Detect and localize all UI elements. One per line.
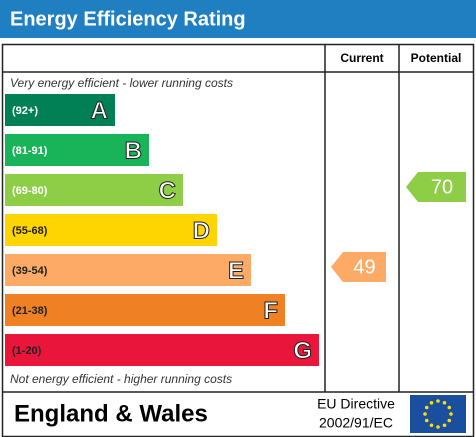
band-bar bbox=[5, 94, 115, 126]
region: England & Wales bbox=[14, 400, 208, 427]
star bbox=[429, 423, 434, 428]
bottom-note: Not energy efficient - higher running co… bbox=[10, 372, 232, 386]
directive: EU Directive bbox=[317, 396, 395, 412]
rating-value: 70 bbox=[431, 176, 453, 198]
title: Energy Efficiency Rating bbox=[10, 8, 246, 30]
band-bar bbox=[5, 334, 319, 366]
rating-value: 49 bbox=[353, 256, 375, 278]
band-range: (55-68) bbox=[12, 225, 48, 237]
star bbox=[424, 418, 429, 423]
star bbox=[424, 405, 429, 410]
band-letter: F bbox=[263, 297, 278, 324]
band-bar bbox=[5, 294, 285, 326]
star bbox=[447, 418, 452, 423]
top-note: Very energy efficient - lower running co… bbox=[10, 76, 233, 90]
band-range: (92+) bbox=[12, 105, 38, 117]
band-letter: A bbox=[91, 97, 108, 124]
star bbox=[442, 400, 447, 405]
band-bar bbox=[5, 174, 183, 206]
directive: 2002/91/EC bbox=[319, 415, 393, 431]
star bbox=[436, 425, 440, 429]
band-range: (39-54) bbox=[12, 265, 48, 277]
band-letter: B bbox=[125, 137, 142, 164]
band-letter: D bbox=[193, 217, 210, 244]
star bbox=[447, 405, 452, 410]
star bbox=[423, 412, 427, 416]
band-letter: G bbox=[293, 337, 312, 364]
eu-stars bbox=[423, 399, 453, 429]
rating-arrow bbox=[406, 172, 466, 202]
star bbox=[442, 423, 447, 428]
band-range: (1-20) bbox=[12, 345, 42, 357]
column-header: Potential bbox=[411, 51, 462, 65]
band-bar bbox=[5, 134, 149, 166]
rating-arrow bbox=[331, 252, 386, 282]
header-bar bbox=[0, 0, 476, 38]
column-header: Current bbox=[340, 51, 383, 65]
band-range: (69-80) bbox=[12, 185, 48, 197]
star bbox=[436, 399, 440, 403]
band-bar bbox=[5, 254, 251, 286]
band-bar bbox=[5, 214, 217, 246]
star bbox=[429, 400, 434, 405]
band-letter: E bbox=[228, 257, 244, 284]
band-range: (81-91) bbox=[12, 145, 48, 157]
star bbox=[449, 412, 453, 416]
band-range: (21-38) bbox=[12, 305, 48, 317]
band-letter: C bbox=[159, 177, 176, 204]
